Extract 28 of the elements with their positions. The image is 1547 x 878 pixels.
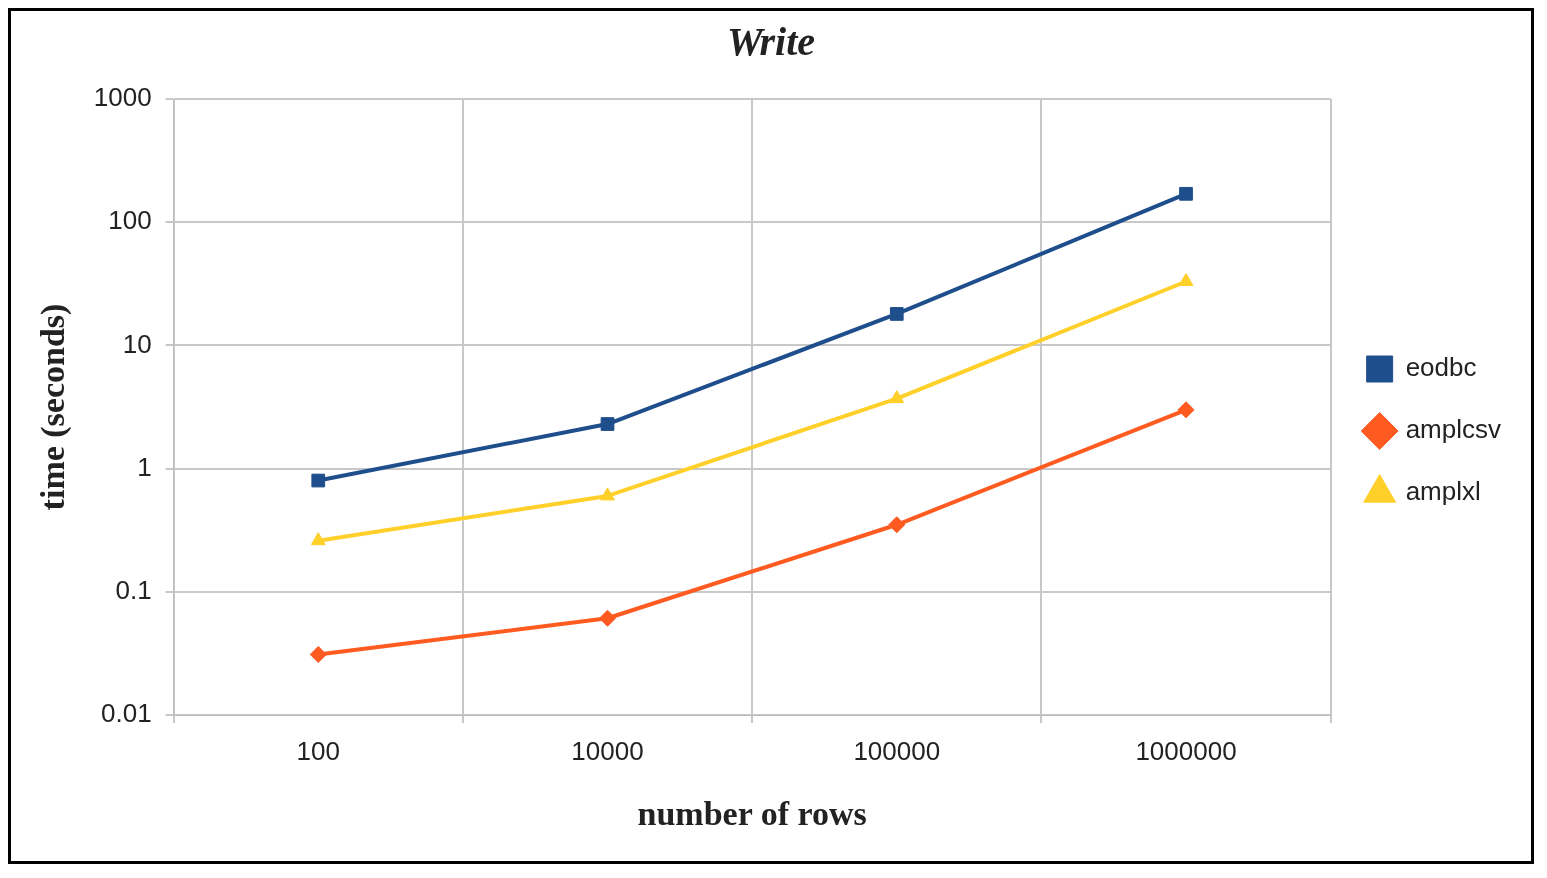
point [311, 473, 326, 488]
point [600, 487, 615, 501]
x-tick-label: 1000000 [1135, 735, 1237, 766]
point [889, 390, 905, 404]
chart-title: Write [726, 19, 816, 65]
y-tick-label: 0.1 [115, 574, 152, 605]
x-tick-label: 100 [296, 735, 340, 766]
y-tick-label: 10 [122, 328, 152, 359]
point [1178, 273, 1194, 287]
x-tick-label: 100000 [853, 735, 941, 766]
y-tick-label: 1 [137, 451, 152, 482]
x-tick-label: 10000 [571, 735, 644, 766]
point [599, 609, 617, 627]
point [600, 417, 615, 431]
x-axis-title: number of rows [637, 795, 867, 833]
point [1177, 401, 1195, 419]
legend-label: amplxl [1405, 476, 1481, 507]
point [1179, 186, 1193, 201]
point [310, 532, 326, 546]
y-tick-label: 0.01 [101, 698, 152, 729]
point [889, 307, 904, 321]
y-axis-title: time (seconds) [34, 303, 73, 511]
y-tick-label: 100 [108, 205, 152, 236]
y-tick-label: 1000 [93, 82, 152, 113]
point [888, 516, 906, 534]
legend-label: eodbc [1405, 352, 1477, 383]
legend-label: amplcsv [1405, 414, 1501, 445]
point [309, 645, 327, 663]
